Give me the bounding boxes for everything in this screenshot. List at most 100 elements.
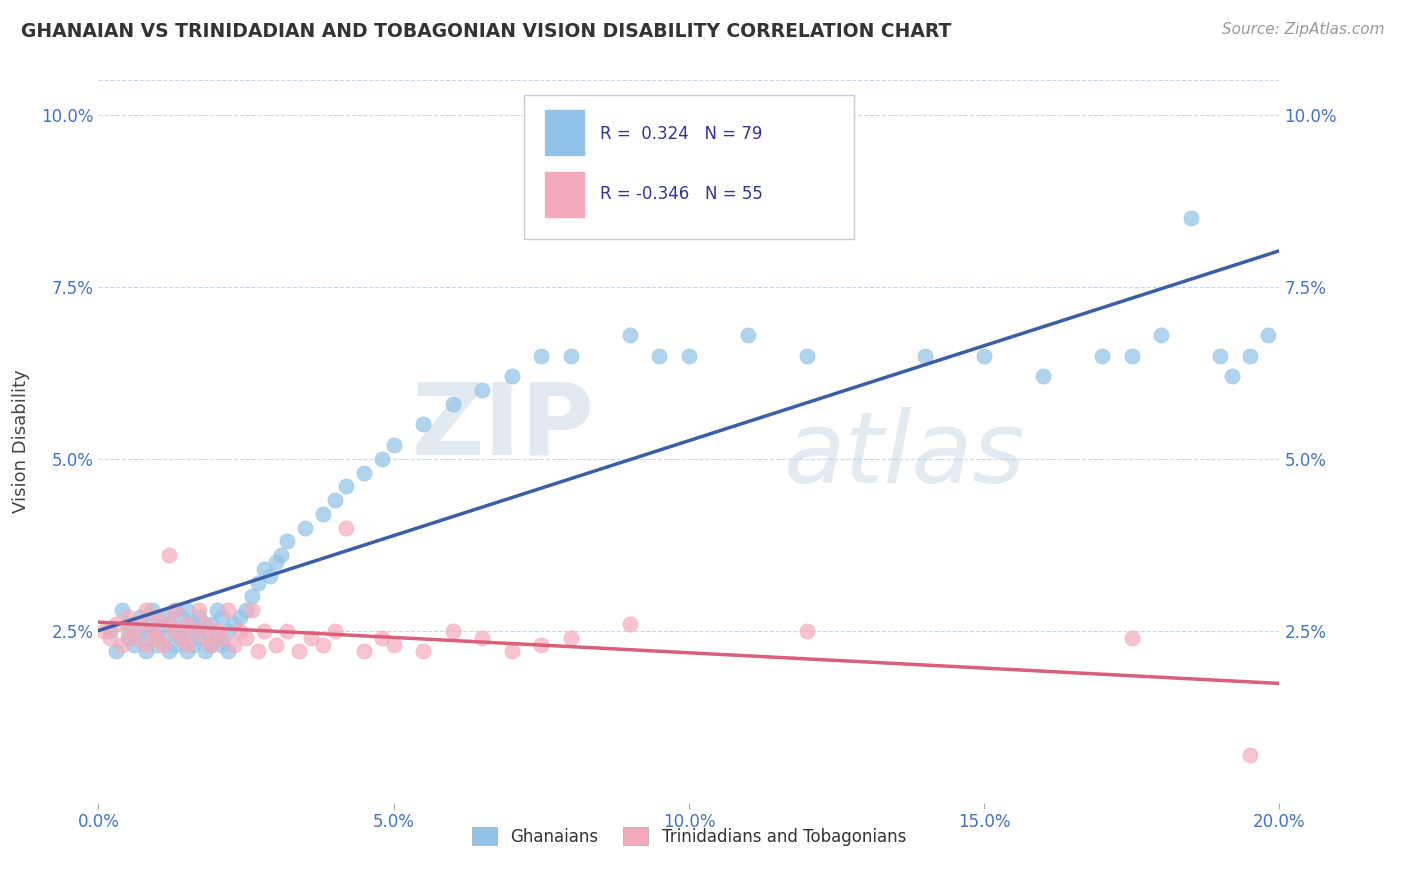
Point — [157, 616, 180, 631]
Point — [412, 644, 434, 658]
Point — [530, 349, 553, 363]
Point — [157, 548, 180, 562]
Point — [471, 383, 494, 397]
Point — [224, 638, 246, 652]
Point — [211, 638, 233, 652]
Point — [501, 369, 523, 384]
Point — [152, 610, 174, 624]
Point — [176, 624, 198, 638]
Point — [501, 644, 523, 658]
Point — [253, 624, 276, 638]
Point — [1209, 349, 1232, 363]
Point — [211, 631, 233, 645]
Text: GHANAIAN VS TRINIDADIAN AND TOBAGONIAN VISION DISABILITY CORRELATION CHART: GHANAIAN VS TRINIDADIAN AND TOBAGONIAN V… — [21, 22, 952, 41]
Point — [187, 610, 209, 624]
Point — [312, 638, 335, 652]
Point — [312, 507, 335, 521]
Point — [270, 548, 292, 562]
Point — [217, 644, 239, 658]
Point — [1180, 211, 1202, 225]
Point — [1239, 349, 1261, 363]
Point — [157, 616, 180, 631]
Point — [353, 466, 375, 480]
Point — [240, 603, 263, 617]
Point — [205, 631, 228, 645]
Point — [796, 349, 818, 363]
Point — [335, 520, 357, 534]
Point — [1257, 327, 1279, 342]
Point — [122, 631, 145, 645]
Text: Source: ZipAtlas.com: Source: ZipAtlas.com — [1222, 22, 1385, 37]
Point — [371, 451, 394, 466]
Point — [200, 638, 222, 652]
Point — [229, 624, 252, 638]
Point — [264, 638, 287, 652]
Point — [176, 616, 198, 631]
Point — [796, 624, 818, 638]
Point — [141, 616, 163, 631]
Point — [1150, 327, 1173, 342]
Point — [111, 603, 134, 617]
Point — [224, 616, 246, 631]
Point — [382, 638, 405, 652]
Point — [678, 349, 700, 363]
Point — [165, 624, 187, 638]
Point — [165, 638, 187, 652]
Point — [276, 624, 298, 638]
Point — [371, 631, 394, 645]
Point — [264, 555, 287, 569]
Point — [619, 616, 641, 631]
Point — [157, 644, 180, 658]
Point — [117, 616, 139, 631]
Point — [181, 638, 204, 652]
Point — [335, 479, 357, 493]
Point — [141, 624, 163, 638]
Point — [98, 624, 121, 638]
Point — [205, 624, 228, 638]
Text: atlas: atlas — [783, 408, 1025, 505]
Point — [560, 349, 582, 363]
Point — [1121, 349, 1143, 363]
Point — [205, 603, 228, 617]
Point — [117, 610, 139, 624]
Point — [146, 624, 169, 638]
Point — [240, 590, 263, 604]
Point — [194, 631, 217, 645]
Point — [323, 493, 346, 508]
Point — [146, 610, 169, 624]
Point — [259, 568, 281, 582]
Point — [1032, 369, 1054, 384]
Point — [181, 616, 204, 631]
Point — [93, 624, 115, 638]
Point — [128, 610, 150, 624]
Point — [323, 624, 346, 638]
Text: R =  0.324   N = 79: R = 0.324 N = 79 — [600, 126, 762, 144]
Point — [246, 644, 269, 658]
Point — [105, 644, 128, 658]
Point — [737, 327, 759, 342]
Point — [441, 624, 464, 638]
Point — [194, 616, 217, 631]
Point — [135, 638, 157, 652]
Point — [165, 603, 187, 617]
Point — [412, 417, 434, 432]
Point — [181, 624, 204, 638]
Point — [560, 631, 582, 645]
Point — [619, 327, 641, 342]
FancyBboxPatch shape — [523, 95, 855, 239]
Point — [187, 603, 209, 617]
Point — [128, 616, 150, 631]
Point — [253, 562, 276, 576]
Text: R = -0.346   N = 55: R = -0.346 N = 55 — [600, 186, 763, 203]
Point — [441, 397, 464, 411]
Point — [170, 610, 193, 624]
Text: ZIP: ZIP — [412, 378, 595, 475]
FancyBboxPatch shape — [544, 170, 585, 218]
Point — [194, 624, 217, 638]
Point — [146, 638, 169, 652]
Point — [170, 631, 193, 645]
Point — [276, 534, 298, 549]
Point — [176, 638, 198, 652]
Point — [235, 603, 257, 617]
Point — [353, 644, 375, 658]
